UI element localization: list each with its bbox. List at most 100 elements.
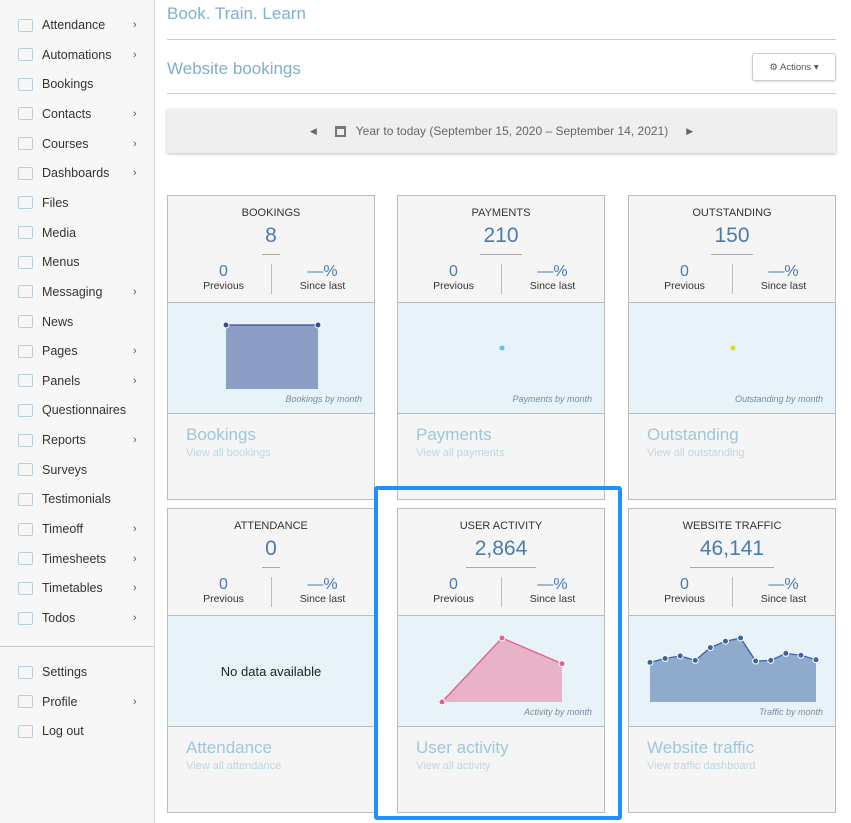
card-footer-title[interactable]: User activity	[416, 738, 509, 757]
tag-icon	[18, 77, 33, 91]
card-footer-link[interactable]: View all activity	[416, 760, 491, 772]
change-value: —%	[537, 576, 568, 593]
news-icon	[18, 315, 33, 328]
stat-card-payments: PAYMENTS 210 0 Previous —% Since last Paym…	[397, 195, 605, 500]
previous-label: Previous	[203, 280, 244, 292]
change-value: —%	[307, 263, 338, 280]
sidebar-item-label: Settings	[42, 665, 88, 679]
sidebar-item-timetables[interactable]: Timetables ›	[0, 574, 155, 602]
card-footer-link[interactable]: View traffic dashboard	[647, 760, 756, 772]
chart-point	[676, 652, 684, 660]
sidebar-item-label: Timesheets	[42, 551, 107, 566]
sidebar-item-timesheets[interactable]: Timesheets ›	[0, 545, 155, 573]
chart-caption: Traffic by month	[759, 707, 823, 717]
mini-chart	[499, 345, 505, 351]
date-range-label[interactable]: Year to today (September 15, 2020 – Sept…	[355, 124, 669, 138]
change-value: —%	[768, 263, 799, 280]
mini-chart	[438, 634, 566, 706]
divider	[271, 264, 272, 294]
chart-point	[498, 634, 506, 642]
sidebar-item-surveys[interactable]: Surveys	[0, 456, 155, 484]
chart-point	[721, 637, 729, 645]
divider	[167, 39, 836, 40]
sidebar-item-log-out[interactable]: Log out	[0, 717, 155, 745]
bell-icon	[18, 48, 33, 62]
sidebar-item-courses[interactable]: Courses ›	[0, 130, 155, 158]
card-footer-link[interactable]: View all outstanding	[647, 447, 745, 459]
panels-icon	[18, 374, 33, 388]
chevron-right-icon: ›	[133, 19, 137, 31]
card-footer-link[interactable]: View all payments	[416, 447, 505, 459]
sidebar-item-automations[interactable]: Automations ›	[0, 41, 155, 69]
prev-range-button[interactable]: ◀	[309, 125, 317, 136]
sidebar-item-contacts[interactable]: Contacts ›	[0, 100, 155, 128]
sidebar-item-settings[interactable]: Settings	[0, 658, 155, 686]
media-icon	[18, 226, 33, 240]
sidebar-item-panels[interactable]: Panels ›	[0, 367, 155, 395]
divider	[732, 264, 733, 294]
chevron-right-icon: ›	[133, 285, 137, 298]
chevron-right-icon: ›	[133, 48, 137, 61]
site-title: Book. Train. Learn	[167, 4, 306, 23]
sidebar-item-profile[interactable]: Profile ›	[0, 688, 155, 716]
mini-chart	[646, 634, 820, 702]
chart-point	[706, 644, 714, 652]
sidebar-item-menus[interactable]: Menus	[0, 248, 155, 276]
card-footer-link[interactable]: View all bookings	[186, 447, 271, 459]
actions-button[interactable]: ⚙ Actions ▾	[752, 53, 836, 81]
underline	[466, 567, 536, 568]
card-label: USER ACTIVITY	[459, 520, 543, 532]
sidebar-item-timeoff[interactable]: Timeoff ›	[0, 515, 155, 543]
reports-icon	[18, 433, 33, 447]
chart-point	[499, 345, 505, 351]
chart-point	[737, 634, 745, 642]
card-footer-title[interactable]: Payments	[416, 425, 492, 444]
sidebar-item-label: Bookings	[42, 77, 94, 92]
sidebar-item-bookings[interactable]: Bookings	[0, 70, 155, 98]
page-title: Website bookings	[167, 59, 301, 78]
card-value: 0	[265, 537, 277, 560]
sidebar-item-todos[interactable]: Todos ›	[0, 604, 155, 632]
sidebar-item-media[interactable]: Media	[0, 219, 155, 247]
sidebar-item-testimonials[interactable]: Testimonials	[0, 485, 155, 513]
chevron-right-icon: ›	[133, 552, 137, 565]
card-label: ATTENDANCE	[234, 520, 308, 532]
logout-icon	[18, 724, 33, 738]
sidebar-item-messaging[interactable]: Messaging ›	[0, 278, 155, 306]
sidebar-item-label: Reports	[42, 433, 86, 448]
sidebar-item-label: Todos	[42, 611, 76, 625]
chart-point	[752, 657, 760, 665]
mini-chart	[222, 321, 322, 389]
change-label: Since last	[529, 593, 576, 605]
attendance-icon	[18, 18, 33, 32]
underline	[690, 567, 774, 568]
chart-caption: Activity by month	[523, 707, 592, 717]
sidebar-item-files[interactable]: Files	[0, 189, 155, 217]
card-footer-title[interactable]: Bookings	[186, 425, 256, 444]
underline	[480, 254, 522, 255]
chart-point	[767, 656, 775, 664]
sidebar-item-attendance[interactable]: Attendance ›	[0, 11, 155, 39]
sidebar-item-label: Profile	[42, 694, 78, 709]
gear-icon	[18, 665, 33, 679]
date-range-bar: ◀ Year to today (September 15, 2020 – Se…	[167, 109, 836, 153]
sidebar-item-news[interactable]: News	[0, 308, 155, 336]
folder-icon	[18, 196, 33, 210]
sidebar-item-reports[interactable]: Reports ›	[0, 426, 155, 454]
change-value: —%	[307, 576, 338, 593]
next-range-button[interactable]: ▶	[686, 125, 694, 136]
card-footer-title[interactable]: Attendance	[186, 738, 273, 757]
sidebar-item-dashboards[interactable]: Dashboards ›	[0, 159, 155, 187]
sidebar-item-questionnaires[interactable]: Questionnaires	[0, 396, 155, 424]
sidebar-item-pages[interactable]: Pages ›	[0, 337, 155, 365]
change-label: Since last	[760, 280, 807, 292]
card-footer-link[interactable]: View all attendance	[186, 760, 282, 772]
divider	[732, 577, 733, 607]
sidebar-item-label: News	[42, 314, 74, 329]
card-footer-title[interactable]: Website traffic	[647, 738, 755, 757]
chart-area	[650, 638, 816, 702]
card-label: OUTSTANDING	[692, 207, 772, 219]
card-footer-title[interactable]: Outstanding	[647, 425, 739, 444]
timetables-icon	[18, 581, 33, 595]
stat-card-attendance: ATTENDANCE 0 0 Previous —% Since last No d…	[167, 508, 375, 813]
